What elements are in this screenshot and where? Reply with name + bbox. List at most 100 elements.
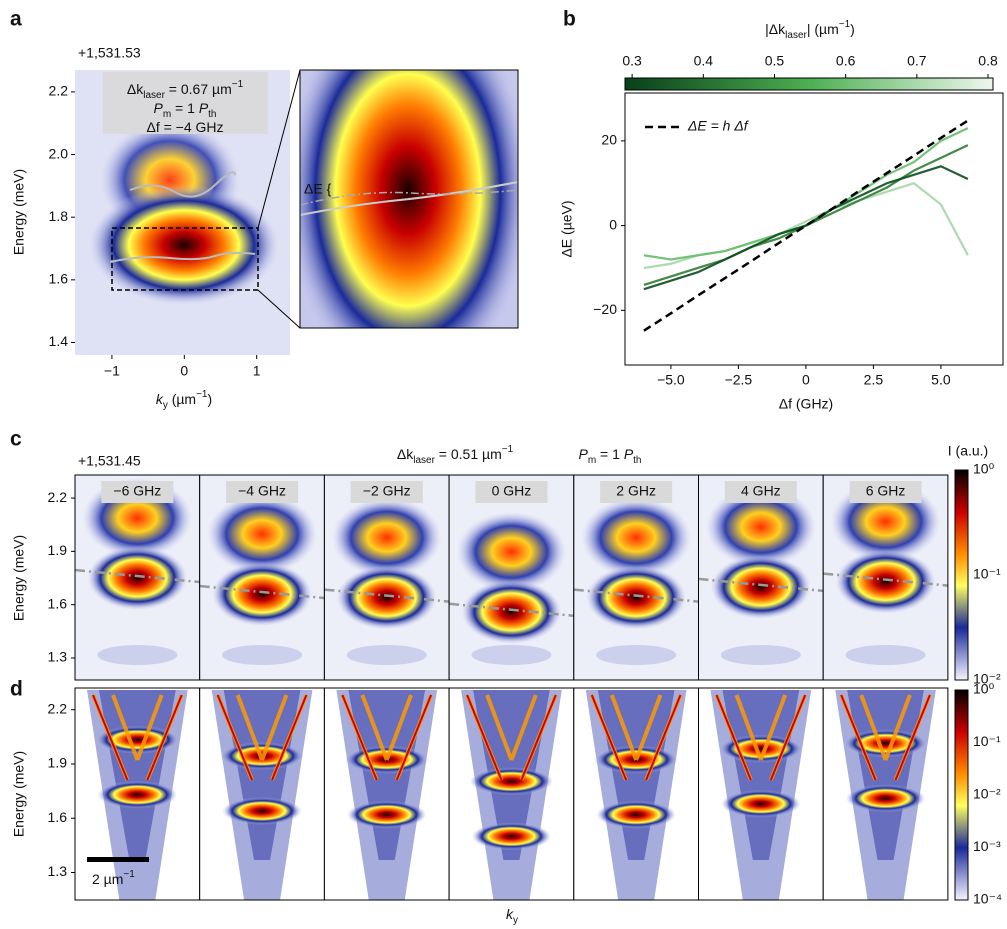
pump-power: Pm = 1 Pth: [578, 446, 641, 466]
x-tick-label: 0: [802, 372, 810, 388]
colorbar-tick-label: 0.3: [622, 53, 642, 69]
text-part: ): [208, 391, 213, 407]
x-tick-label: −5.0: [657, 372, 685, 388]
colorbar: [625, 78, 993, 90]
text-part: y: [513, 915, 518, 926]
sim-mode: [347, 801, 427, 829]
frequency-label: 6 GHz: [866, 483, 906, 499]
colorbar-tick-label: 10⁰: [973, 681, 995, 697]
series-line: [644, 145, 968, 285]
frequency-label: −6 GHz: [113, 483, 161, 499]
colorbar-tick-label: 0.8: [978, 53, 998, 69]
sim-mode: [721, 790, 801, 818]
text-part: laser: [413, 455, 435, 466]
text-part: Δk: [397, 446, 414, 462]
y-tick-label: 1.9: [48, 542, 68, 558]
y-tick-label: 0: [609, 216, 617, 232]
y-tick-label: 2.2: [48, 489, 68, 505]
frequency-label: 4 GHz: [741, 483, 781, 499]
y-axis-label: ΔE (µeV): [559, 200, 575, 257]
y-axis-label: Energy (meV): [11, 169, 27, 255]
sim-mode: [469, 767, 553, 795]
panel-label: b: [563, 8, 576, 31]
x-axis-label: Δf (GHz): [779, 396, 833, 412]
annotation: Δf = −4 GHz: [146, 119, 223, 135]
panel-label: c: [10, 428, 22, 451]
frequency-label: −2 GHz: [363, 483, 411, 499]
legend-label: ΔE = h Δf: [687, 118, 750, 134]
text-part: −1: [196, 389, 208, 400]
text-part: |Δk: [765, 21, 786, 37]
mode-tail: [471, 645, 551, 665]
mode-lower: [711, 555, 811, 619]
y-tick-label: 1.3: [48, 863, 68, 879]
y-tick-label: 1.9: [48, 755, 68, 771]
mode-tail: [347, 645, 427, 665]
colorbar-tick-label: 0.5: [765, 53, 785, 69]
x-tick-label: 2.5: [864, 372, 884, 388]
inset-label: ΔE {: [304, 181, 332, 197]
colorbar-label: |Δklaser| (µm−1): [765, 19, 855, 41]
x-tick-label: 5.0: [931, 372, 951, 388]
mode-lower: [337, 566, 437, 630]
mode-lower: [586, 566, 686, 630]
text-part: laser: [785, 30, 807, 41]
colorbar-tick-label: 10⁻²: [973, 786, 1001, 802]
colorbar-tick-label: 0.6: [836, 53, 856, 69]
x-tick-label: 1: [253, 363, 261, 379]
colorbar-tick-label: 10⁻¹: [973, 566, 1001, 582]
intensity-label: I (a.u.): [948, 443, 988, 459]
text-part: | (µm: [807, 21, 839, 37]
panel-label: a: [10, 8, 22, 31]
sim-mode: [596, 801, 676, 829]
x-tick-label: 0: [180, 363, 188, 379]
mode-lower: [836, 550, 936, 614]
energy-offset: +1,531.45: [78, 453, 141, 469]
sim-mode: [846, 784, 926, 812]
text-part: −1: [123, 869, 135, 880]
y-tick-label: 1.4: [49, 333, 69, 349]
x-tick-label: −1: [104, 363, 120, 379]
y-tick-label: 2.2: [48, 700, 68, 716]
mode-tail: [97, 645, 177, 665]
y-tick-label: 1.6: [48, 809, 68, 825]
y-tick-label: −20: [593, 301, 617, 317]
text-part: m: [588, 455, 596, 466]
mode-tail: [222, 645, 302, 665]
colorbar-tick-label: 0.7: [907, 53, 927, 69]
mode-lower: [212, 562, 312, 626]
colorbar: [955, 470, 968, 680]
y-tick-label: 20: [601, 132, 617, 148]
plot-frame: [625, 93, 1003, 365]
y-tick-label: 1.6: [48, 595, 68, 611]
mode-lower: [87, 546, 187, 610]
y-axis-label: Energy (meV): [11, 535, 27, 621]
sim-mode: [222, 797, 302, 825]
text-part: = 0.51 µm: [435, 446, 502, 462]
text-part: −1: [232, 79, 244, 90]
colorbar-tick-label: 10⁰: [973, 461, 995, 477]
colorbar-tick-label: 10⁻³: [973, 838, 1001, 854]
y-tick-label: 2.2: [49, 83, 69, 99]
text-part: −1: [839, 19, 851, 30]
x-tick-label: −2.5: [725, 372, 753, 388]
y-tick-label: 2.0: [49, 145, 69, 161]
y-tick-label: 1.8: [49, 208, 69, 224]
colorbar-tick-label: 10⁻¹: [973, 733, 1001, 749]
x-axis-label: ky: [506, 906, 518, 926]
series-line: [644, 128, 968, 259]
laser-wavevector: Δklaser = 0.51 µm−1: [397, 444, 514, 466]
sim-mode: [97, 781, 177, 809]
frequency-label: −4 GHz: [238, 483, 286, 499]
y-tick-label: 1.3: [48, 649, 68, 665]
frequency-label: 0 GHz: [492, 483, 532, 499]
y-axis-label: Energy (meV): [11, 751, 27, 837]
colorbar-tick-label: 10⁻⁴: [973, 891, 1002, 907]
panel-label: d: [10, 678, 23, 701]
mode-tail: [721, 645, 801, 665]
text-part: = 0.67 µm: [165, 81, 232, 97]
text-part: = 1: [171, 100, 199, 116]
text-part: Δf = −4 GHz: [146, 119, 223, 135]
y-tick-label: 1.6: [49, 271, 69, 287]
text-part: th: [633, 455, 641, 466]
